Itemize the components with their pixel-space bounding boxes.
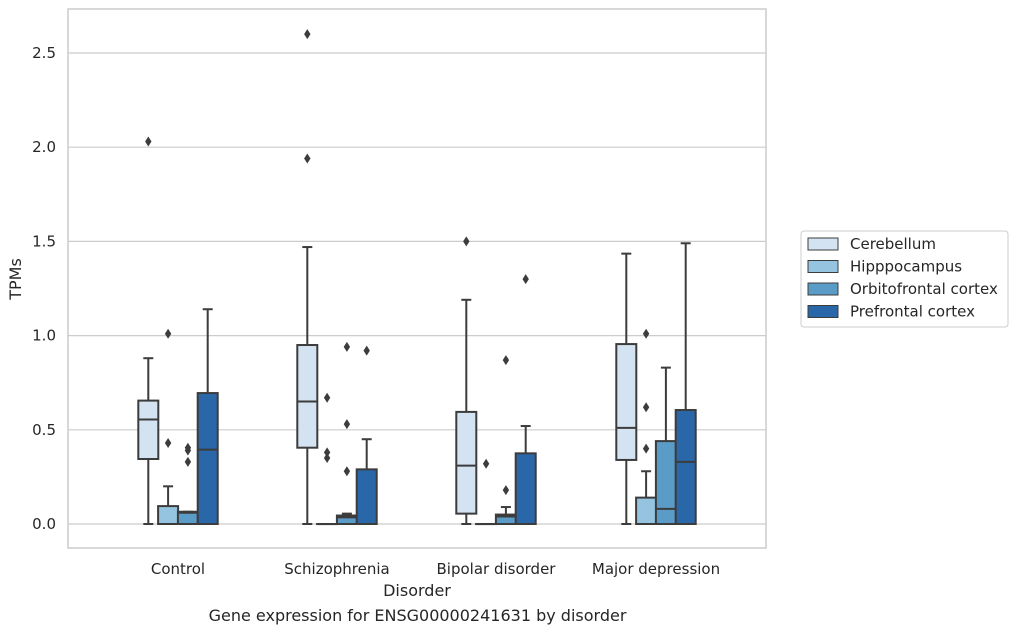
outlier-point <box>304 153 311 164</box>
outlier-point <box>502 355 510 366</box>
box <box>455 410 478 515</box>
x-tick-label: Schizophrenia <box>284 560 389 578</box>
y-tick-label: 0.0 <box>32 515 56 533</box>
legend-label: Prefrontal cortex <box>850 303 975 321</box>
legend-swatch <box>807 260 839 273</box>
outlier-point <box>522 274 529 285</box>
box <box>137 399 160 461</box>
outlier-point <box>463 236 470 247</box>
outlier-point <box>642 402 650 413</box>
legend-label: Cerebellum <box>850 235 936 253</box>
outlier-point <box>642 443 650 454</box>
box-series <box>137 29 697 526</box>
outlier-point <box>482 458 490 469</box>
outlier-point <box>323 453 331 464</box>
x-tick-label: Bipolar disorder <box>437 560 557 578</box>
outlier-point <box>184 442 192 453</box>
series-orbitofrontal-cortex <box>176 341 677 526</box>
figure-caption: Gene expression for ENSG00000241631 by d… <box>208 606 627 625</box>
y-tick-label: 0.5 <box>32 421 56 439</box>
y-tick-label: 1.0 <box>32 327 56 345</box>
box <box>514 452 537 526</box>
outlier-point <box>145 136 152 147</box>
y-tick-label: 2.5 <box>32 44 56 62</box>
series-hipppocampus <box>157 328 658 526</box>
outlier-point <box>343 341 351 352</box>
legend-swatch <box>807 237 839 251</box>
x-tick-label: Major depression <box>592 560 720 578</box>
box <box>635 496 658 525</box>
outlier-point <box>323 392 331 403</box>
x-axis-title: Disorder <box>383 581 451 600</box>
outlier-point <box>184 456 192 467</box>
outlier-point <box>363 345 370 356</box>
legend: Cerebellum Hipppocampus Orbitofrontal cort… <box>800 230 1009 328</box>
box <box>157 505 180 525</box>
legend-swatch <box>807 305 839 318</box>
y-tick-label: 1.5 <box>32 232 56 250</box>
outlier-point <box>642 328 650 339</box>
x-tick-label: Control <box>151 560 205 578</box>
y-tick-label: 2.0 <box>32 138 56 156</box>
box <box>674 409 697 526</box>
outlier-point <box>343 466 351 477</box>
box <box>654 440 677 526</box>
series-cerebellum <box>137 29 638 525</box>
legend-label: Hipppocampus <box>850 258 962 276</box>
legend-label: Orbitofrontal cortex <box>850 280 998 298</box>
box <box>296 344 319 449</box>
plot-frame <box>67 8 767 549</box>
x-axis-ticks: Control Schizophrenia Bipolar disorder Majo… <box>151 560 720 578</box>
series-prefrontal-cortex <box>196 242 697 526</box>
legend-swatch <box>807 282 839 296</box>
outlier-point <box>164 328 172 339</box>
outlier-point <box>164 437 172 448</box>
y-axis-ticks: 0.0 0.5 1.0 1.5 2.0 2.5 <box>32 44 56 533</box>
box <box>355 468 378 526</box>
box <box>615 343 638 461</box>
outlier-point <box>304 29 311 40</box>
outlier-point <box>323 447 331 458</box>
box <box>196 392 219 526</box>
legend-frame <box>800 230 1009 328</box>
y-axis-title: TPMs <box>6 258 25 301</box>
outlier-point <box>343 419 351 430</box>
outlier-point <box>502 485 510 496</box>
